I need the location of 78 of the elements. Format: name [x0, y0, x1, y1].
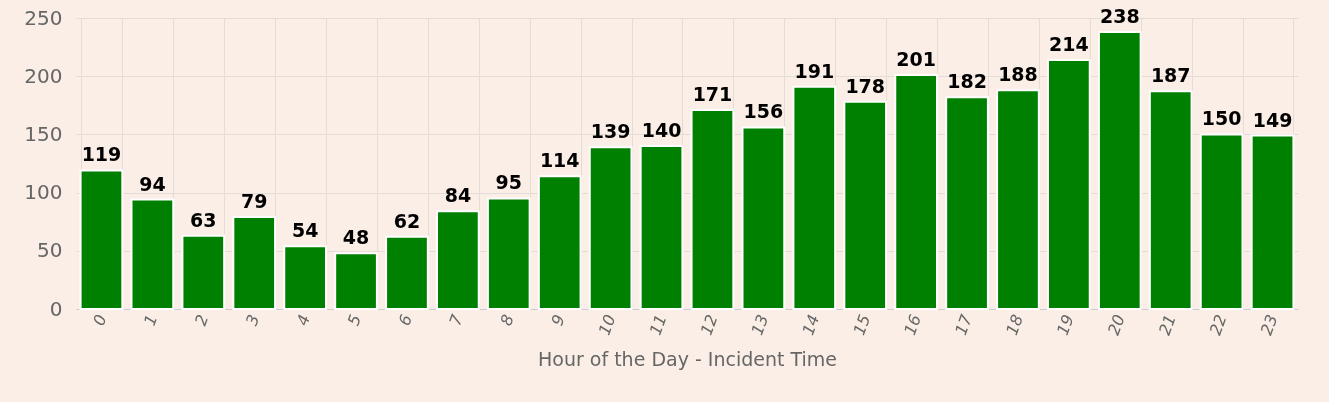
bar — [792, 85, 837, 310]
data-label: 171 — [692, 82, 733, 105]
x-tick-label: 15 — [849, 312, 875, 338]
data-label: 201 — [896, 48, 936, 71]
y-tick-label: 200 — [24, 63, 63, 88]
x-tick-label: 23 — [1256, 312, 1282, 338]
x-tick-label: 8 — [496, 312, 518, 329]
data-label: 63 — [190, 208, 217, 231]
x-tick-label: 7 — [445, 311, 468, 329]
x-tick-label: 4 — [292, 312, 315, 329]
x-tick-label: 13 — [747, 312, 773, 338]
x-tick-label: 1 — [139, 312, 162, 329]
x-tick-label: 11 — [645, 312, 671, 338]
bar — [130, 198, 175, 310]
data-label: 214 — [1049, 32, 1089, 55]
data-label: 187 — [1150, 64, 1191, 87]
bar — [181, 234, 226, 310]
bar — [385, 235, 429, 310]
x-tick-label: 16 — [900, 312, 926, 338]
bar — [741, 126, 786, 310]
x-tick-label: 17 — [951, 311, 977, 338]
x-tick-label: 10 — [594, 312, 620, 338]
x-tick-label: 0 — [89, 312, 111, 329]
bar — [588, 146, 633, 310]
x-tick-label: 2 — [190, 312, 213, 329]
bar — [334, 252, 378, 310]
data-label: 191 — [794, 59, 835, 82]
x-axis-title: Hour of the Day - Incident Time — [538, 348, 837, 371]
bar — [945, 96, 989, 310]
bar — [690, 108, 735, 310]
x-tick-label: 6 — [394, 312, 416, 329]
x-tick-label: 22 — [1205, 312, 1231, 338]
data-label: 62 — [393, 209, 421, 232]
bar — [232, 216, 277, 310]
data-label: 79 — [240, 190, 268, 213]
data-label: 140 — [641, 119, 682, 142]
data-label: 156 — [743, 100, 784, 123]
bar — [1047, 58, 1091, 310]
bar — [639, 145, 684, 310]
x-tick-label: 9 — [547, 312, 569, 329]
data-label: 188 — [998, 63, 1038, 86]
data-label: 48 — [342, 226, 370, 249]
data-label: 178 — [845, 74, 886, 97]
bar — [996, 89, 1040, 310]
data-label: 114 — [539, 149, 580, 172]
data-label: 84 — [444, 184, 472, 207]
x-tick-label: 3 — [241, 312, 264, 329]
y-tick-label: 150 — [24, 121, 63, 146]
bar — [894, 74, 938, 310]
data-label: 94 — [139, 172, 166, 195]
y-tick-label: 100 — [24, 180, 63, 205]
bar — [1199, 133, 1244, 310]
data-label: 150 — [1201, 107, 1242, 130]
x-tick-label: 18 — [1002, 312, 1027, 338]
bar — [1250, 134, 1295, 310]
bar — [537, 175, 582, 310]
y-tick-label: 250 — [24, 5, 63, 30]
data-label: 238 — [1099, 4, 1140, 27]
data-label: 149 — [1252, 108, 1293, 131]
bar — [486, 197, 531, 310]
data-label: 119 — [81, 143, 122, 166]
data-label: 182 — [947, 70, 987, 93]
x-tick-label: 14 — [798, 312, 824, 338]
x-tick-label: 5 — [343, 312, 365, 329]
bar — [1148, 90, 1193, 310]
x-tick-label: 19 — [1053, 312, 1078, 338]
data-label: 54 — [291, 219, 319, 242]
x-tick-label: 12 — [696, 312, 722, 338]
x-tick-label: 21 — [1154, 312, 1180, 338]
y-tick-label: 50 — [37, 238, 63, 263]
bar — [1097, 30, 1142, 310]
bar — [843, 100, 888, 310]
x-tick-label: 20 — [1103, 312, 1129, 338]
data-label: 139 — [590, 120, 631, 143]
bar — [79, 169, 124, 310]
bar — [283, 245, 327, 310]
data-label: 95 — [495, 171, 523, 194]
bar — [436, 210, 480, 310]
